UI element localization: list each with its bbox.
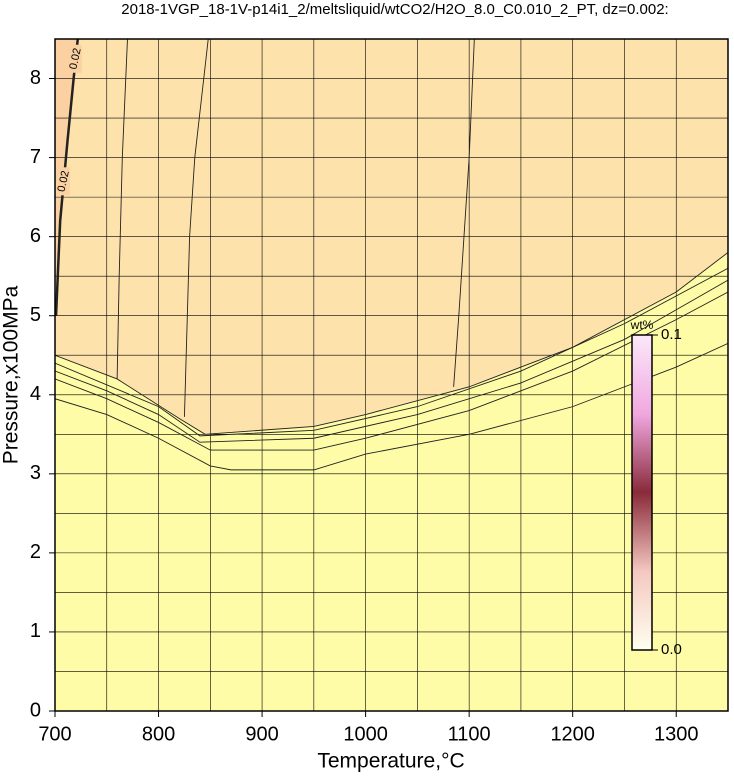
y-axis-label: Pressure,x100MPa <box>0 285 23 464</box>
x-tick-label: 1200 <box>550 723 595 745</box>
x-tick-label: 1100 <box>448 723 491 745</box>
contour-label-bg <box>69 44 82 73</box>
colorbar-tick-label: 0.0 <box>661 641 682 658</box>
colorbar-tick-label: 0.1 <box>661 326 682 343</box>
x-tick-label: 1000 <box>343 723 388 745</box>
y-tick-label: 3 <box>30 462 41 484</box>
x-tick-label: 700 <box>38 723 71 745</box>
y-tick-label: 5 <box>30 304 41 326</box>
y-tick-label: 1 <box>30 620 41 642</box>
contour-line <box>55 291 728 451</box>
y-tick-label: 6 <box>30 225 41 247</box>
contour-line <box>183 39 209 417</box>
contour-line <box>55 342 728 471</box>
x-tick-label: 800 <box>142 723 175 745</box>
x-tick-label: 900 <box>245 723 278 745</box>
chart-title: 2018-1VGP_18-1V-p14i1_2/meltsliquid/wtCO… <box>121 1 668 18</box>
y-tick-label: 2 <box>30 541 41 563</box>
contour-line <box>55 252 728 435</box>
contour-label-bg <box>57 167 70 196</box>
colorbar-label: wt% <box>630 318 654 332</box>
contour-line <box>453 39 475 387</box>
contour-line <box>55 279 728 443</box>
contour-label: 0.02 <box>68 47 84 70</box>
x-axis-label: Temperature,°C <box>317 750 464 773</box>
contour-line <box>116 39 128 379</box>
region-fill <box>55 39 78 316</box>
plot-frame <box>54 38 729 712</box>
y-tick-label: 0 <box>30 699 41 721</box>
contour-label: 0.02 <box>56 170 72 193</box>
contour-line <box>55 267 728 437</box>
y-tick-label: 7 <box>30 146 41 168</box>
y-tick-label: 8 <box>30 67 41 89</box>
colorbar <box>631 334 653 651</box>
x-tick-label: 1300 <box>654 723 699 745</box>
plot-area: 0.02 0.02 <box>55 39 728 711</box>
y-tick-label: 4 <box>30 383 41 405</box>
